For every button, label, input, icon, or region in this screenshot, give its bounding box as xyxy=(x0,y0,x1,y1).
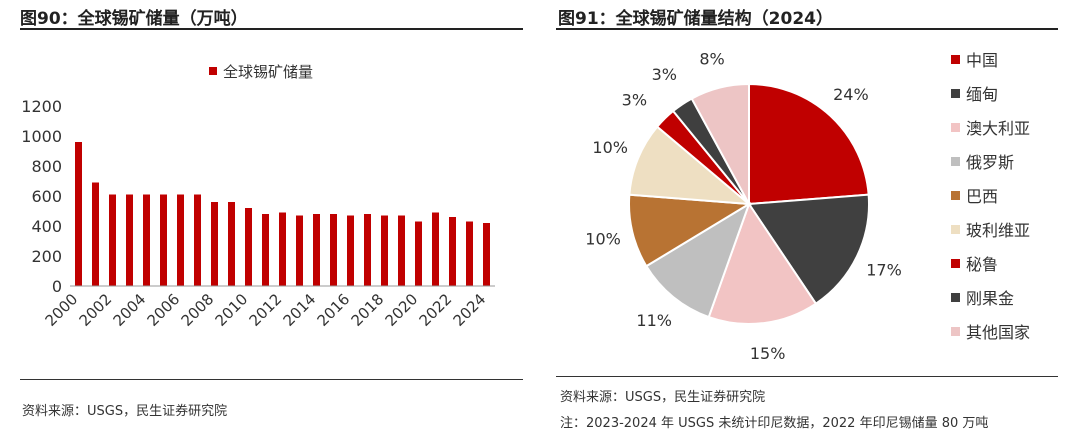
pie-slice-5 xyxy=(628,193,753,268)
legend-swatch xyxy=(209,67,217,75)
pie-value-label: 11% xyxy=(636,311,672,330)
bar-2019 xyxy=(398,215,405,286)
right-source-note: 资料来源：USGS，民生证券研究院 xyxy=(560,390,766,405)
y-tick-label: 1000 xyxy=(21,127,62,146)
pie-legend-label: 俄罗斯 xyxy=(966,153,1014,172)
pie-value-label: 10% xyxy=(585,230,621,249)
y-tick-label: 0 xyxy=(52,277,62,296)
pie-legend-label: 巴西 xyxy=(966,187,998,206)
bar-2014 xyxy=(313,214,320,286)
bar-2017 xyxy=(364,214,371,286)
pie-slice-3 xyxy=(707,201,818,325)
pie-slice-1 xyxy=(748,82,870,206)
pie-legend-label: 玻利维亚 xyxy=(966,221,1030,240)
pie-legend-swatch xyxy=(951,89,960,98)
pie-legend-swatch xyxy=(951,157,960,166)
pie-legend-swatch xyxy=(951,123,960,132)
pie-slice-2 xyxy=(747,193,871,306)
bar-2020 xyxy=(415,221,422,286)
bar-2023 xyxy=(466,221,473,286)
pie-value-label: 8% xyxy=(699,50,724,69)
pie-legend-swatch xyxy=(951,225,960,234)
pie-legend-swatch xyxy=(951,191,960,200)
pie-legend-swatch xyxy=(951,55,960,64)
pie-value-label: 10% xyxy=(592,138,628,157)
bar-2016 xyxy=(347,215,354,286)
bar-2002 xyxy=(109,194,116,286)
bar-2003 xyxy=(126,194,133,286)
pie-slice-9 xyxy=(690,82,750,205)
bar-2018 xyxy=(381,215,388,286)
bar-2022 xyxy=(449,217,456,286)
bar-2012 xyxy=(279,212,286,286)
pie-value-label: 15% xyxy=(750,344,786,363)
bar-2021 xyxy=(432,212,439,286)
bar-2010 xyxy=(245,208,252,286)
pie-slice-6 xyxy=(628,125,753,206)
bar-2007 xyxy=(194,194,201,286)
pie-legend-label: 其他国家 xyxy=(966,323,1030,342)
bar-2006 xyxy=(177,194,184,286)
bar-2011 xyxy=(262,214,269,286)
bar-2001 xyxy=(92,182,99,286)
y-tick-label: 800 xyxy=(31,157,62,176)
bar-2008 xyxy=(211,202,218,286)
pie-legend-label: 秘鲁 xyxy=(966,255,998,274)
legend-label: 全球锡矿储量 xyxy=(223,63,313,81)
left-source-rule xyxy=(20,379,523,380)
pie-value-label: 3% xyxy=(652,65,677,84)
left-title-rule xyxy=(20,28,523,30)
right-source-rule xyxy=(556,376,1058,377)
bar-2009 xyxy=(228,202,235,286)
pie-legend-swatch xyxy=(951,293,960,302)
pie-value-label: 24% xyxy=(833,85,869,104)
y-tick-label: 200 xyxy=(31,247,62,266)
pie-legend-swatch xyxy=(951,259,960,268)
pie-slice-4 xyxy=(644,201,751,319)
bar-2024 xyxy=(483,223,490,286)
pie-value-label: 17% xyxy=(866,260,902,279)
pie-value-label: 3% xyxy=(622,91,647,110)
bar-2000 xyxy=(75,142,82,286)
pie-legend-label: 刚果金 xyxy=(966,289,1014,308)
pie-legend-label: 中国 xyxy=(966,51,998,70)
right-title-rule xyxy=(556,28,1058,30)
left-source-note: 资料来源：USGS，民生证券研究院 xyxy=(22,404,228,419)
pie-legend-label: 缅甸 xyxy=(966,85,998,104)
pie-legend-label: 澳大利亚 xyxy=(966,119,1030,138)
bar-2005 xyxy=(160,194,167,286)
y-tick-label: 600 xyxy=(31,187,62,206)
right-panel-title: 图91：全球锡矿储量结构（2024） xyxy=(558,9,833,29)
bar-2015 xyxy=(330,214,337,286)
y-tick-label: 400 xyxy=(31,217,62,236)
pie-legend-swatch xyxy=(951,327,960,336)
left-panel-title: 图90：全球锡矿储量（万吨） xyxy=(20,9,248,29)
bar-2013 xyxy=(296,215,303,286)
right-footnote: 注：2023-2024 年 USGS 未统计印尼数据，2022 年印尼锡储量 8… xyxy=(560,416,989,431)
bar-2004 xyxy=(143,194,150,286)
y-tick-label: 1200 xyxy=(21,97,62,116)
